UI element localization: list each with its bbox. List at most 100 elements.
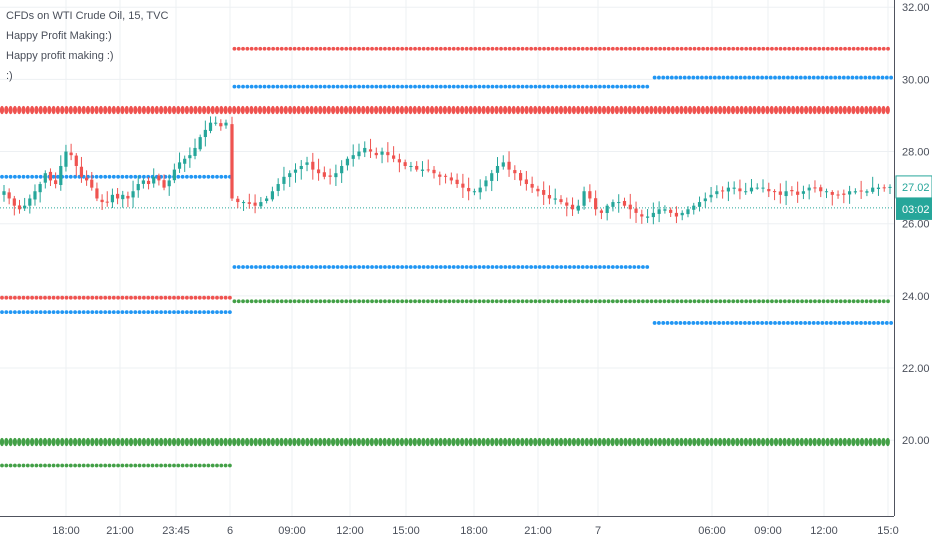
level-dot <box>559 84 564 89</box>
candle-body <box>236 198 240 203</box>
indicator-label-1[interactable]: Happy Profit Making:) <box>6 30 112 42</box>
level-dot <box>232 437 237 447</box>
level-dot <box>180 105 185 115</box>
price-axis-background[interactable] <box>894 0 932 550</box>
level-dot <box>674 321 679 325</box>
level-dot <box>533 437 538 447</box>
level-dot <box>752 299 757 304</box>
candle-body <box>813 187 817 189</box>
level-dot <box>77 105 82 115</box>
level-blue-dots <box>232 84 650 89</box>
level-dot <box>25 105 30 115</box>
level-dot <box>266 46 271 51</box>
level-dot <box>172 310 176 315</box>
level-dot <box>678 75 683 80</box>
level-dot <box>426 299 430 304</box>
candle-body <box>198 137 202 150</box>
level-dot <box>696 437 701 447</box>
candle <box>17 199 22 214</box>
level-dot <box>271 265 276 269</box>
candle <box>141 178 145 189</box>
level-dot <box>430 265 435 269</box>
level-dot <box>301 265 306 269</box>
level-dot <box>124 463 129 468</box>
level-dot <box>369 437 374 447</box>
level-dot <box>292 46 297 51</box>
level-dot <box>794 75 799 80</box>
candle <box>530 176 534 193</box>
level-dot <box>370 46 374 51</box>
level-dot <box>241 46 245 51</box>
candle <box>363 141 367 158</box>
level-dot <box>438 265 443 269</box>
level-dot <box>632 84 637 89</box>
level-dot <box>563 46 568 51</box>
level-blue-dots <box>652 75 894 80</box>
level-dot <box>713 437 718 447</box>
candle-body <box>172 169 176 181</box>
level-dot <box>786 105 792 115</box>
level-red-dots <box>0 105 890 115</box>
level-dot <box>563 299 568 304</box>
level-dot <box>426 265 430 269</box>
level-dot <box>258 299 263 304</box>
level-dot <box>21 463 26 468</box>
candle <box>214 116 218 126</box>
level-dot <box>494 84 499 89</box>
level-dot <box>378 437 383 447</box>
level-dot <box>262 265 267 269</box>
level-dot <box>477 437 482 447</box>
level-dot <box>412 105 417 115</box>
candle-body <box>322 172 326 177</box>
candle-body <box>131 191 135 198</box>
candle <box>357 143 361 160</box>
candle <box>472 188 477 196</box>
chart-legend: CFDs on WTI Crude Oil, 15, TVC Happy Pro… <box>6 6 168 86</box>
level-dot <box>889 321 894 325</box>
level-dot <box>451 299 456 304</box>
level-dot <box>56 310 60 315</box>
level-dot <box>623 265 628 269</box>
level-dot <box>859 437 865 447</box>
level-dot <box>696 105 701 115</box>
candle <box>438 171 442 186</box>
level-dot <box>150 295 155 300</box>
candle-body <box>95 188 99 199</box>
level-dot <box>68 105 73 115</box>
level-dot <box>456 84 460 89</box>
candle-body <box>542 190 546 195</box>
level-dot <box>843 299 847 304</box>
candle-body <box>443 175 448 177</box>
level-dot <box>120 174 125 179</box>
candle-body <box>882 187 886 189</box>
indicator-label-2[interactable]: Happy profit making :) <box>6 50 114 62</box>
candle-body <box>23 205 27 209</box>
level-dot <box>537 299 542 304</box>
level-dot <box>163 310 168 315</box>
level-dot <box>318 265 323 269</box>
time-tick-label: 06:00 <box>698 525 726 537</box>
level-dot <box>744 299 749 304</box>
level-dot <box>850 321 855 325</box>
level-dot <box>477 299 482 304</box>
level-dot <box>829 105 835 115</box>
level-dot <box>167 310 172 315</box>
candle-body <box>778 191 782 195</box>
level-dot <box>29 105 35 115</box>
level-dot <box>167 105 172 115</box>
level-dot <box>202 437 207 447</box>
level-dot <box>816 105 822 115</box>
indicator-label-3[interactable]: :) <box>6 70 13 82</box>
level-dot <box>116 310 120 315</box>
level-dot <box>253 105 258 115</box>
symbol-title[interactable]: CFDs on WTI Crude Oil, 15, TVC <box>6 10 169 22</box>
candle <box>686 206 690 218</box>
level-dot <box>90 105 95 115</box>
level-dot <box>843 46 847 51</box>
level-dot <box>103 463 108 468</box>
level-dot <box>881 105 886 115</box>
level-dot <box>589 46 594 51</box>
level-dot <box>331 299 336 304</box>
level-dot <box>619 265 624 269</box>
